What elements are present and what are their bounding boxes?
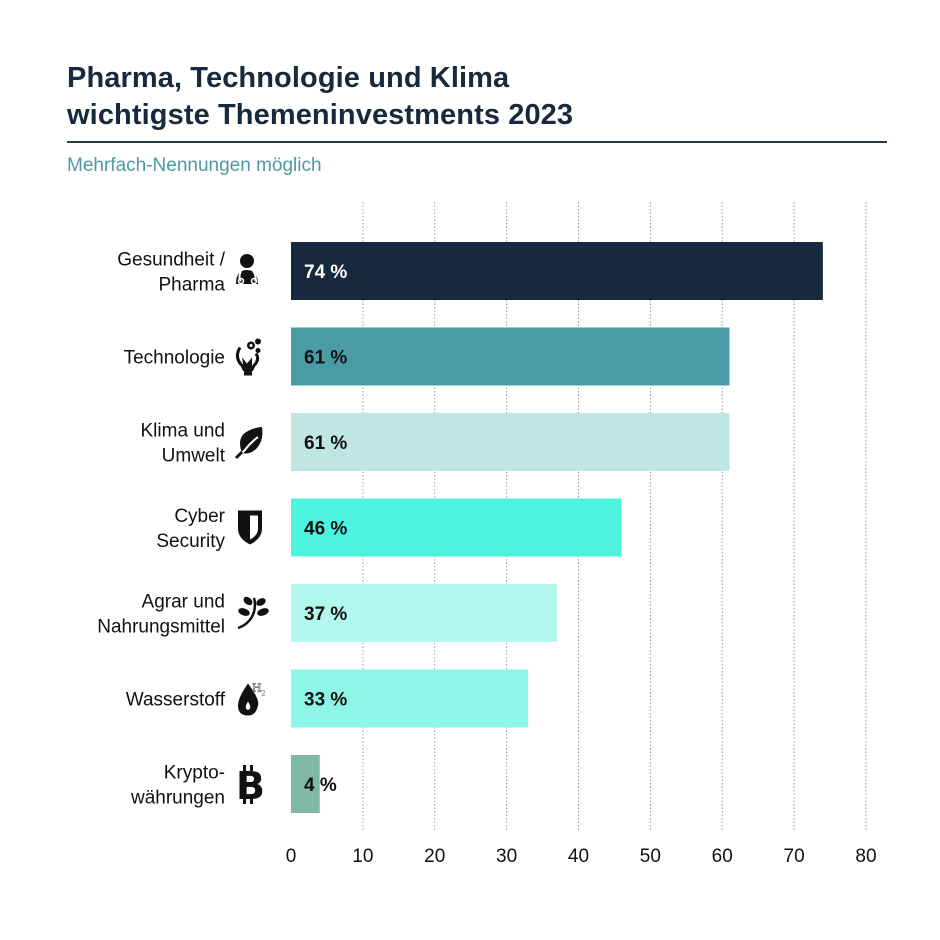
value-label: 74 % — [304, 262, 347, 283]
value-label: 37 % — [304, 604, 347, 625]
chart-subtitle: Mehrfach-Nennungen möglich — [67, 155, 322, 176]
value-label: 61 % — [304, 433, 347, 454]
value-label: 46 % — [304, 519, 347, 540]
x-tick-label: 0 — [286, 846, 297, 867]
bar — [291, 327, 730, 386]
x-tick-label: 60 — [712, 846, 733, 867]
value-label: 33 % — [304, 690, 347, 711]
bar — [291, 669, 529, 728]
category-label: Agrar und — [142, 592, 225, 613]
svg-text:2: 2 — [261, 690, 265, 698]
bar — [291, 413, 730, 471]
bar — [291, 584, 557, 642]
category-label: Technologie — [124, 348, 225, 369]
x-tick-label: 50 — [640, 846, 661, 867]
category-label: Umwelt — [162, 446, 226, 467]
bitcoin-icon: B — [236, 764, 265, 808]
x-axis-ticks: 0 10 20 30 40 50 60 70 80 — [286, 846, 877, 867]
category-label: Nahrungsmittel — [97, 617, 225, 638]
x-tick-label: 20 — [424, 846, 445, 867]
chart-title: Pharma, Technologie und Klima wichtigste… — [67, 60, 887, 134]
shield-icon — [238, 510, 262, 545]
lightbulb-gears-icon — [235, 338, 261, 376]
category-label: Cyber — [174, 506, 225, 527]
category-icons: H 2 B — [234, 254, 269, 808]
category-label: Gesundheit / — [117, 250, 225, 271]
value-label: 4 % — [304, 775, 337, 796]
category-label: währungen — [130, 788, 225, 809]
category-label: Wasserstoff — [126, 690, 226, 711]
category-label: Klima und — [141, 421, 226, 442]
chart-title-line-2: wichtigste Themeninvestments 2023 — [67, 99, 574, 131]
x-tick-label: 40 — [568, 846, 589, 867]
x-tick-label: 70 — [784, 846, 805, 867]
plant-icon — [237, 596, 269, 630]
x-tick-label: 80 — [855, 846, 876, 867]
bar — [291, 755, 320, 813]
title-divider — [67, 141, 887, 143]
category-labels: Gesundheit / Pharma Technologie Klima und Um… — [97, 250, 226, 809]
bar — [291, 242, 823, 300]
value-label: 61 % — [304, 348, 347, 369]
category-label: Pharma — [158, 275, 225, 296]
bar — [291, 498, 622, 557]
leaf-icon — [234, 427, 263, 460]
chart-title-line-1: Pharma, Technologie und Klima — [67, 62, 510, 94]
svg-text:H: H — [252, 682, 262, 695]
x-tick-label: 10 — [352, 846, 373, 867]
category-label: Security — [156, 531, 225, 552]
x-tick-label: 30 — [496, 846, 517, 867]
bars: 74 % 61 % 61 % 46 % 37 % 33 % 4 % — [291, 242, 823, 813]
doctor-icon — [236, 254, 258, 285]
category-label: Krypto- — [164, 763, 225, 784]
